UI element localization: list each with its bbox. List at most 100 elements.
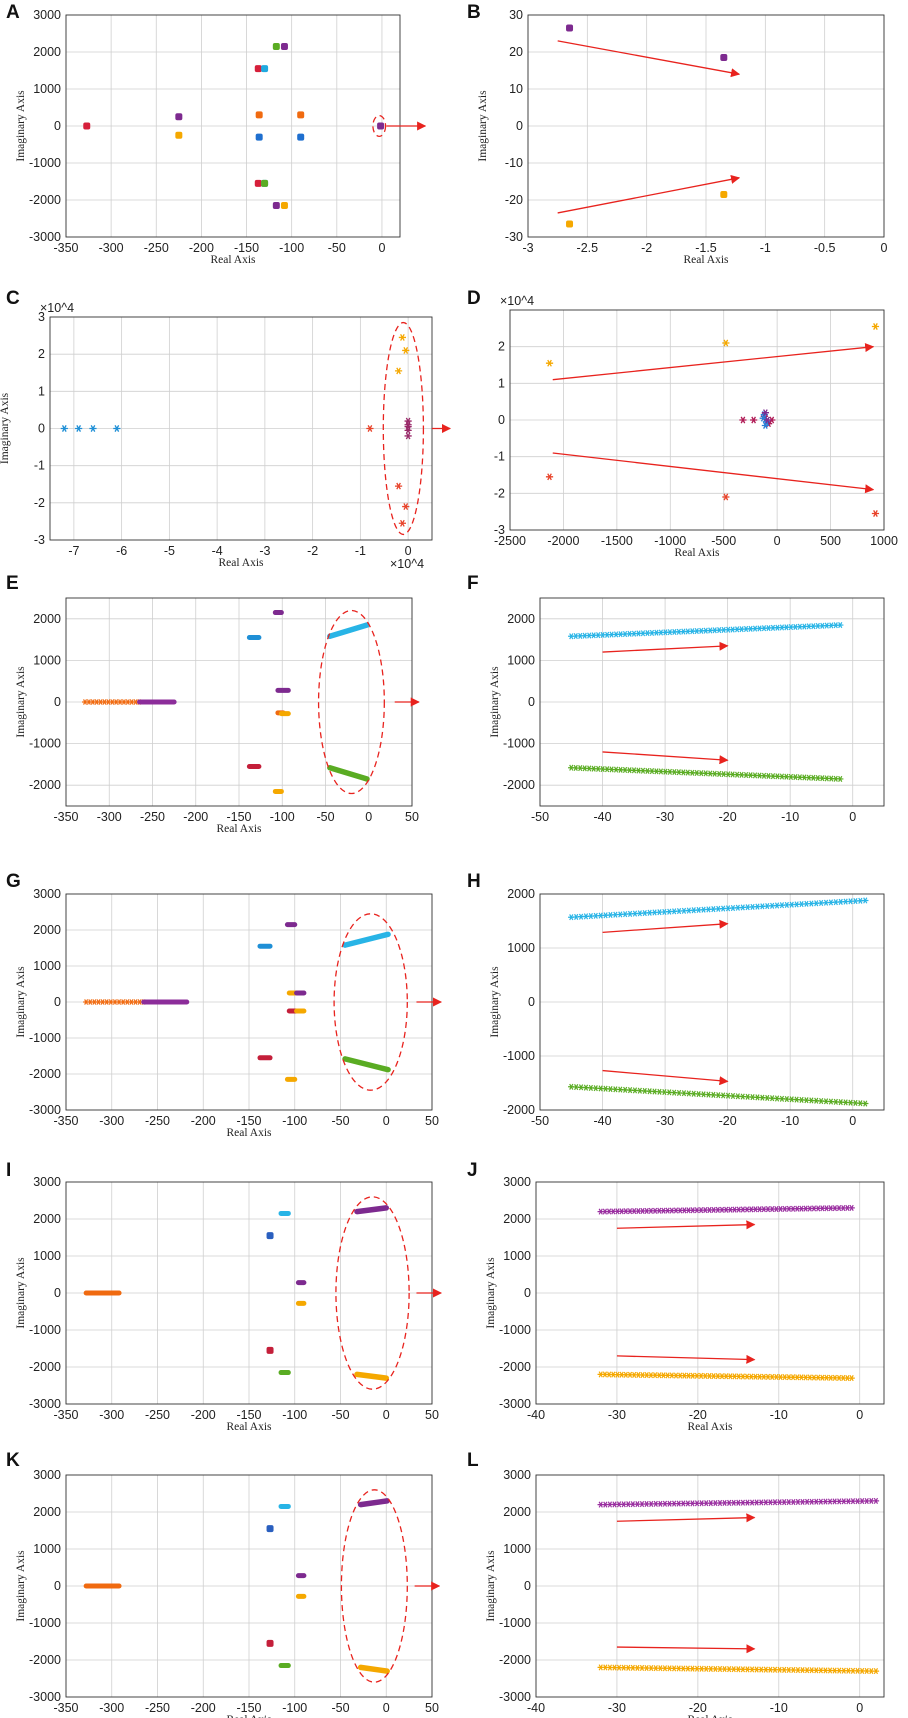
x-tick-label: 0 [881,241,888,255]
y-tick-label: -1000 [29,1031,61,1045]
x-tick-label: 0 [856,1701,863,1715]
x-tick-label: -10 [770,1701,788,1715]
x-axis-label: Real Axis [226,1714,272,1718]
x-tick-label: -150 [236,1701,261,1715]
data-point-green [272,42,280,50]
annotation-arrow [616,1513,756,1523]
x-tick-label: -100 [282,1114,307,1128]
y-tick-label: -2000 [29,1067,61,1081]
y-tick-label: -3000 [29,1397,61,1411]
plot-frame [535,1474,885,1698]
x-tick-label: -200 [191,1408,216,1422]
y-tick-label: 0 [54,119,61,133]
y-tick-label: 1000 [33,82,61,96]
x-tick-label: -200 [189,241,214,255]
data-point-red [254,179,262,187]
y-tick-label: -1000 [29,1616,61,1630]
y-axis-label: Imaginary Axis [15,1257,27,1329]
x-tick-label: -350 [53,1701,78,1715]
y-tick-label: -3000 [29,1690,61,1704]
data-point-purple [377,122,385,130]
x-tick-label: 0 [856,1408,863,1422]
y-tick-label: 1 [38,384,45,398]
annotation-arrow [557,40,741,78]
y-tick-label: 2000 [33,1505,61,1519]
data-point-yellow [280,202,288,210]
data-point-blue [297,133,305,141]
x-tick-label: -300 [99,1114,124,1128]
y-tick-label: 2000 [33,612,61,626]
x-axis-label: Real Axis [687,1421,733,1433]
panel-label: B [467,2,481,23]
y-tick-label: 0 [528,695,535,709]
highlight-ellipse [372,114,387,138]
data-point-purple [566,24,574,32]
annotation-arrow [552,342,875,381]
data-point-orange [297,111,305,119]
x-tick-label: -3 [259,544,270,558]
data-point-red [722,493,730,501]
y-tick-label: -2000 [499,1653,531,1667]
y-tick-label: -2000 [29,193,61,207]
x-tick-label: -100 [282,1701,307,1715]
x-tick-label: -5 [164,544,175,558]
highlight-ellipse [335,1196,410,1390]
x-axis-label: Real Axis [226,1127,272,1139]
panel-e: -350 -300 -250 -200 -150 -100 -50 0 50 -2000 -1000… [6,573,420,835]
y-tick-label: -2000 [29,1653,61,1667]
x-tick-label: -150 [234,241,259,255]
panel-l: -40 -30 -20 -10 0 -3000 -2000 -1000 0 1000 2000 300… [467,1450,885,1718]
y-tick-label: -3000 [499,1397,531,1411]
x-tick-label: -6 [116,544,127,558]
panel-label: J [467,1160,478,1181]
y-tick-label: -1000 [29,1323,61,1337]
x-tick-label: -250 [145,1408,170,1422]
plot-frame [527,14,885,238]
x-tick-label: -100 [279,241,304,255]
data-point-blue [75,425,83,432]
y-tick-label: 0 [54,995,61,1009]
x-tick-label: 500 [820,534,841,548]
x-tick-label: 50 [425,1114,439,1128]
x-tick-label: -300 [99,1408,124,1422]
pole-trajectory-green [342,1056,391,1073]
x-tick-label: -0.5 [814,241,836,255]
panel-label: I [6,1160,11,1181]
x-tick-label: -350 [53,1408,78,1422]
annotation-arrow [602,641,729,653]
data-point-green [261,179,269,187]
x-tick-label: -350 [53,1114,78,1128]
y-tick-label: -3 [34,533,45,547]
y-axis-label: Imaginary Axis [15,966,27,1038]
x-tick-label: -300 [99,241,124,255]
data-point-green [862,1100,869,1107]
y-tick-label: -2000 [499,1360,531,1374]
panel-label: C [6,288,20,309]
y-multiplier-label: ×10^4 [40,301,74,315]
y-tick-label: 0 [516,119,523,133]
panel-c: -7 -6 -5 -4 -3 -2 -1 0 -3 -2 -1 0 1 2 3 Real Axis Imagin… [0,288,452,571]
x-tick-label: -40 [527,1408,545,1422]
x-tick-label: -500 [711,534,736,548]
x-tick-label: 0 [378,241,385,255]
panel-label: F [467,573,479,594]
x-tick-label: -50 [331,1701,349,1715]
y-tick-label: 2000 [503,1212,531,1226]
data-point-yellow [398,333,406,341]
y-tick-label: -3000 [29,230,61,244]
y-tick-label: -2 [34,496,45,510]
x-tick-label: -100 [270,810,295,824]
y-tick-label: -1 [494,450,505,464]
data-point-center [404,421,412,429]
y-axis-label: Imaginary Axis [485,1257,497,1329]
panel-j: -40 -30 -20 -10 0 -3000 -2000 -1000 0 1000 2000 300… [467,1160,885,1433]
x-axis-label: Real Axis [683,254,729,266]
y-tick-label: 2000 [33,923,61,937]
y-tick-label: -3000 [29,1103,61,1117]
annotation-arrow [602,1069,729,1086]
x-axis-label: Real Axis [687,1714,733,1718]
y-multiplier-label: ×10^4 [500,294,534,308]
pole-trajectory-purple [357,1498,390,1508]
panel-k: -350 -300 -250 -200 -150 -100 -50 0 50 -3000 -2000… [6,1450,441,1718]
highlight-ellipse [333,913,408,1091]
